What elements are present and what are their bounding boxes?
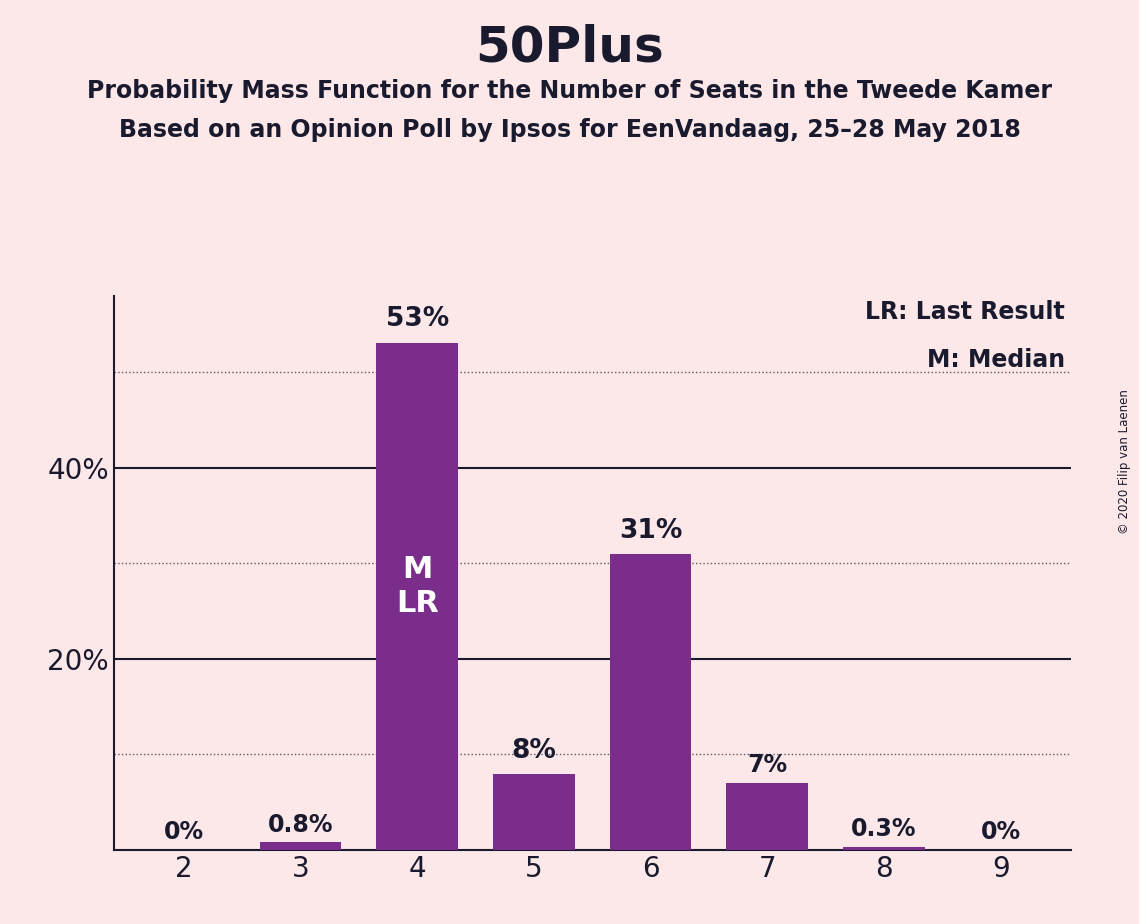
Text: 0%: 0% [164,821,204,845]
Bar [493,773,575,850]
Text: Probability Mass Function for the Number of Seats in the Tweede Kamer: Probability Mass Function for the Number… [87,79,1052,103]
Text: 31%: 31% [618,518,682,544]
Text: M
LR: M LR [396,555,439,618]
Bar [260,843,342,850]
Text: 53%: 53% [386,306,449,332]
Bar [376,344,458,850]
Text: 0%: 0% [981,821,1021,845]
Bar [609,553,691,850]
Text: 0.3%: 0.3% [851,818,917,842]
Text: 8%: 8% [511,738,556,764]
Text: LR: Last Result: LR: Last Result [866,300,1065,324]
Text: 0.8%: 0.8% [268,813,334,837]
Text: 50Plus: 50Plus [475,23,664,71]
Text: M: Median: M: Median [927,348,1065,372]
Bar [843,847,925,850]
Bar [727,784,809,850]
Text: Based on an Opinion Poll by Ipsos for EenVandaag, 25–28 May 2018: Based on an Opinion Poll by Ipsos for Ee… [118,118,1021,142]
Text: 7%: 7% [747,753,787,777]
Text: © 2020 Filip van Laenen: © 2020 Filip van Laenen [1118,390,1131,534]
